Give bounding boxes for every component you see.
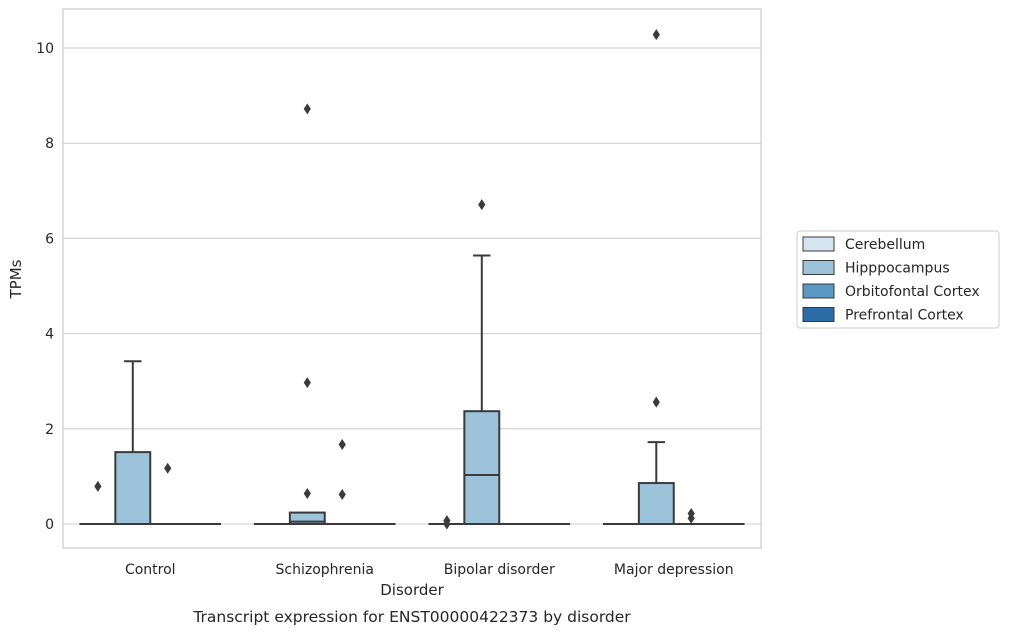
legend-swatch	[802, 283, 835, 299]
legend-entry: Orbitofontal Cortex	[845, 284, 980, 300]
legend-entry: Hipppocampus	[845, 261, 950, 277]
y-tick-label: 2	[45, 422, 54, 438]
outlier-point	[443, 515, 451, 527]
box-group	[149, 462, 187, 526]
legend-swatch	[802, 236, 835, 252]
outlier-point	[652, 396, 660, 408]
legend-entry: Prefrontal Cortex	[845, 308, 964, 324]
x-tick-label: Control	[125, 562, 176, 578]
box-group	[672, 508, 710, 526]
y-tick-label: 10	[36, 41, 54, 57]
box-group	[637, 29, 675, 525]
legend-swatch	[802, 307, 835, 322]
box-group	[463, 199, 501, 525]
box	[114, 451, 152, 525]
legend-frame	[796, 230, 1000, 329]
x-axis-label: Disorder	[380, 581, 444, 599]
outlier-point	[338, 439, 346, 451]
y-tick-label: 6	[45, 231, 54, 247]
y-axis-label: TPMs	[7, 259, 25, 299]
plot-area-frame	[62, 8, 762, 549]
outlier-point	[164, 462, 172, 474]
box-group	[428, 515, 466, 530]
box-group	[323, 439, 361, 526]
x-tick-label: Schizophrenia	[276, 562, 374, 578]
box	[463, 410, 501, 525]
box-group	[288, 103, 326, 525]
box-layer	[79, 29, 745, 530]
x-tick-labels: Control Schizophrenia Bipolar disorder Majo…	[125, 562, 734, 578]
legend-entry: Cerebellum	[845, 237, 925, 253]
chart-caption: Transcript expression for ENST0000042237…	[192, 608, 631, 626]
outlier-point	[478, 199, 486, 211]
legend: Cerebellum Hipppocampus Orbitofontal Corte…	[796, 230, 1000, 329]
box	[637, 482, 675, 525]
box-group	[79, 480, 117, 526]
legend-swatch	[802, 260, 835, 275]
outlier-point	[94, 480, 102, 492]
y-tick-label: 4	[45, 327, 54, 343]
x-tick-label: Bipolar disorder	[444, 562, 555, 578]
y-tick-labels: 0 2 4 6 8 10	[36, 41, 54, 533]
box	[288, 511, 326, 525]
outlier-point	[303, 488, 311, 500]
outlier-point	[303, 377, 311, 389]
x-tick-label: Major depression	[614, 562, 734, 578]
outlier-point	[303, 103, 311, 115]
y-tick-label: 8	[45, 136, 54, 152]
outlier-point	[687, 512, 695, 524]
box-group	[114, 360, 152, 525]
outlier-point	[338, 488, 346, 500]
outlier-point	[652, 29, 660, 41]
y-tick-label: 0	[45, 517, 54, 533]
